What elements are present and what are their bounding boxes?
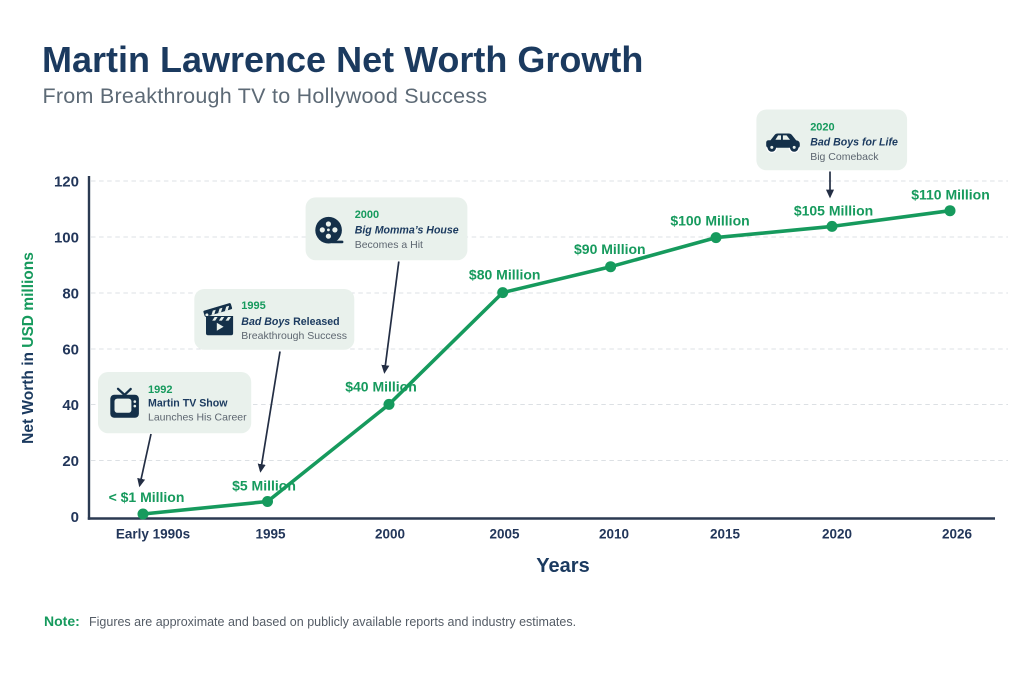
svg-text:2026: 2026 bbox=[942, 527, 973, 542]
svg-text:2005: 2005 bbox=[489, 527, 520, 542]
svg-text:$110 Million: $110 Million bbox=[911, 187, 990, 203]
svg-text:Bad Boys Released: Bad Boys Released bbox=[241, 316, 339, 328]
svg-text:From Breakthrough TV to Hollyw: From Breakthrough TV to Hollywood Succes… bbox=[43, 84, 488, 108]
svg-text:Breakthrough Success: Breakthrough Success bbox=[241, 330, 347, 342]
svg-text:$80 Million: $80 Million bbox=[469, 267, 541, 283]
svg-text:Big Momma’s House: Big Momma’s House bbox=[355, 225, 459, 237]
svg-text:$40 Million: $40 Million bbox=[345, 379, 417, 395]
svg-text:1995: 1995 bbox=[255, 527, 286, 542]
svg-text:1995: 1995 bbox=[241, 300, 265, 312]
svg-text:$90 Million: $90 Million bbox=[574, 241, 646, 257]
svg-text:Figures are approximate and ba: Figures are approximate and based on pub… bbox=[89, 615, 576, 629]
svg-text:2015: 2015 bbox=[710, 527, 741, 542]
svg-text:Martin TV Show: Martin TV Show bbox=[148, 398, 228, 410]
svg-text:Years: Years bbox=[536, 555, 589, 577]
svg-text:$100 Million: $100 Million bbox=[670, 213, 749, 229]
svg-text:2000: 2000 bbox=[355, 209, 379, 221]
svg-text:40: 40 bbox=[62, 397, 79, 414]
svg-text:$105 Million: $105 Million bbox=[794, 202, 873, 218]
svg-text:< $1 Million: < $1 Million bbox=[109, 489, 185, 505]
svg-text:Note:: Note: bbox=[44, 613, 80, 629]
svg-text:0: 0 bbox=[71, 509, 79, 526]
svg-text:Early 1990s: Early 1990s bbox=[116, 527, 190, 542]
svg-text:80: 80 bbox=[62, 285, 79, 302]
svg-text:120: 120 bbox=[54, 173, 79, 190]
svg-text:60: 60 bbox=[62, 341, 79, 358]
svg-text:Net Worth in USD millions: Net Worth in USD millions bbox=[20, 252, 37, 444]
svg-text:2010: 2010 bbox=[599, 527, 629, 542]
svg-text:Bad Boys for Life: Bad Boys for Life bbox=[810, 137, 898, 149]
svg-text:1992: 1992 bbox=[148, 384, 172, 396]
svg-text:Martin Lawrence Net Worth Grow: Martin Lawrence Net Worth Growth bbox=[42, 39, 643, 80]
svg-text:2020: 2020 bbox=[810, 121, 834, 133]
svg-text:Big Comeback: Big Comeback bbox=[810, 151, 879, 163]
svg-text:$5 Million: $5 Million bbox=[232, 478, 296, 494]
svg-text:2000: 2000 bbox=[375, 527, 405, 542]
svg-text:2020: 2020 bbox=[822, 527, 852, 542]
svg-text:20: 20 bbox=[62, 453, 79, 470]
svg-text:Launches His Career: Launches His Career bbox=[148, 412, 247, 424]
svg-text:100: 100 bbox=[54, 229, 79, 246]
svg-text:Becomes a Hit: Becomes a Hit bbox=[355, 239, 423, 251]
